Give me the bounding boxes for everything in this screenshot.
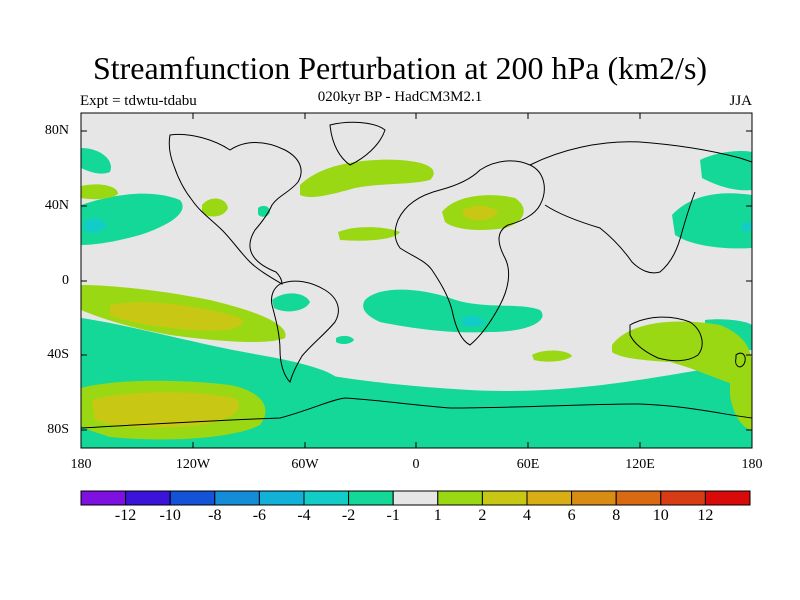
colorbar-swatch xyxy=(303,490,350,506)
colorbar-tick-label: 8 xyxy=(612,507,621,524)
south-america-coast xyxy=(271,280,339,383)
neg-band-west-pacific xyxy=(672,193,752,249)
colorbar-swatch xyxy=(615,490,662,506)
season-label: JJA xyxy=(729,93,752,109)
colorbar-swatch xyxy=(660,490,706,506)
lat-label-80s: 80S xyxy=(47,422,69,437)
europe-africa-coast xyxy=(394,160,545,346)
map-subtitle: 020kyr BP - HadCM3M2.1 xyxy=(317,89,483,105)
colorbar-tick-label: -4 xyxy=(297,507,311,524)
neg-spot-north-pacific xyxy=(84,218,106,233)
neg-band-north-pacific xyxy=(81,193,183,245)
colorbar-tick-label: -6 xyxy=(252,507,267,524)
pos-spot-south-indian xyxy=(532,350,572,362)
colorbar-tick-label: -8 xyxy=(208,507,222,524)
greenland-coast xyxy=(329,121,386,166)
colorbar-tick-label: -10 xyxy=(159,507,181,524)
colorbar-swatch xyxy=(526,490,573,506)
colorbar-swatch xyxy=(704,490,751,506)
colorbar xyxy=(80,490,751,506)
neg-band-arctic-pacific xyxy=(81,148,111,174)
lon-label-0: 0 xyxy=(412,457,420,472)
north-america-coast xyxy=(168,133,302,285)
neg-band-south-atlantic xyxy=(363,289,543,333)
contour-fields xyxy=(81,148,752,448)
colorbar-tick-label: -2 xyxy=(341,507,356,524)
colorbar-tick-label: 10 xyxy=(652,507,669,524)
pos-area-mid-atlantic xyxy=(338,227,400,241)
pos-core-mediterranean xyxy=(462,206,498,220)
tick-marks xyxy=(81,113,752,448)
colorbar-swatch xyxy=(214,490,260,506)
neg-spot-south-america-west xyxy=(272,293,310,312)
colorbar-swatch xyxy=(437,490,483,506)
colorbar-swatch xyxy=(571,490,617,506)
pos-spot-north-pacific xyxy=(202,198,228,217)
colorbar-tick-label: -12 xyxy=(114,507,137,524)
map-title: Streamfunction Perturbation at 200 hPa (… xyxy=(92,50,708,86)
colorbar-tick-label: 4 xyxy=(523,507,531,524)
pos-area-pacific-north-east xyxy=(81,184,118,200)
colorbar-swatch xyxy=(258,490,305,506)
colorbar-swatch xyxy=(125,490,171,506)
colorbar-tick-label: -1 xyxy=(386,507,400,524)
colorbar-swatch xyxy=(481,490,528,506)
antarctica-coast xyxy=(81,397,752,429)
pos-core-south-pacific xyxy=(110,302,243,331)
neg-spot-west-pacific xyxy=(742,222,752,232)
colorbar-swatch xyxy=(169,490,216,506)
colorbar-tick-label: 12 xyxy=(697,507,714,524)
pos-core-antarctic-pacific xyxy=(92,392,239,428)
lat-label-equator: 0 xyxy=(62,273,69,288)
lon-label-120e: 120E xyxy=(625,457,655,472)
colorbar-swatch xyxy=(348,490,394,506)
lon-label-180-left: 180 xyxy=(70,457,92,472)
colorbar-tick-label: 6 xyxy=(567,507,576,524)
coastlines xyxy=(81,121,752,429)
lon-label-120w: 120W xyxy=(175,457,211,472)
neg-spot-south-atlantic xyxy=(462,315,484,327)
colorbar-swatch xyxy=(80,490,127,506)
lat-label-40n: 40N xyxy=(44,198,69,213)
experiment-label: Expt = tdwtu-tdabu xyxy=(80,93,197,109)
pos-area-north-atlantic xyxy=(300,159,434,198)
pos-area-pacific-southeast xyxy=(730,372,752,430)
colorbar-swatch xyxy=(392,490,439,506)
neg-spot-south-atlantic-small xyxy=(336,335,354,345)
lat-label-40s: 40S xyxy=(47,347,69,362)
lat-label-80n: 80N xyxy=(44,123,69,138)
lon-label-60e: 60E xyxy=(516,457,540,472)
neg-band-arctic-east xyxy=(700,150,752,191)
asia-coast xyxy=(529,141,752,274)
colorbar-tick-label: 1 xyxy=(433,507,442,524)
australia-coast xyxy=(629,316,703,362)
new-zealand-coast xyxy=(735,352,746,368)
lon-label-180-right: 180 xyxy=(741,457,763,472)
colorbar-tick-label: 2 xyxy=(478,507,487,524)
lon-label-60w: 60W xyxy=(291,457,319,472)
neg-band-south-pacific-upper xyxy=(81,318,340,385)
pos-area-australia xyxy=(612,321,752,390)
